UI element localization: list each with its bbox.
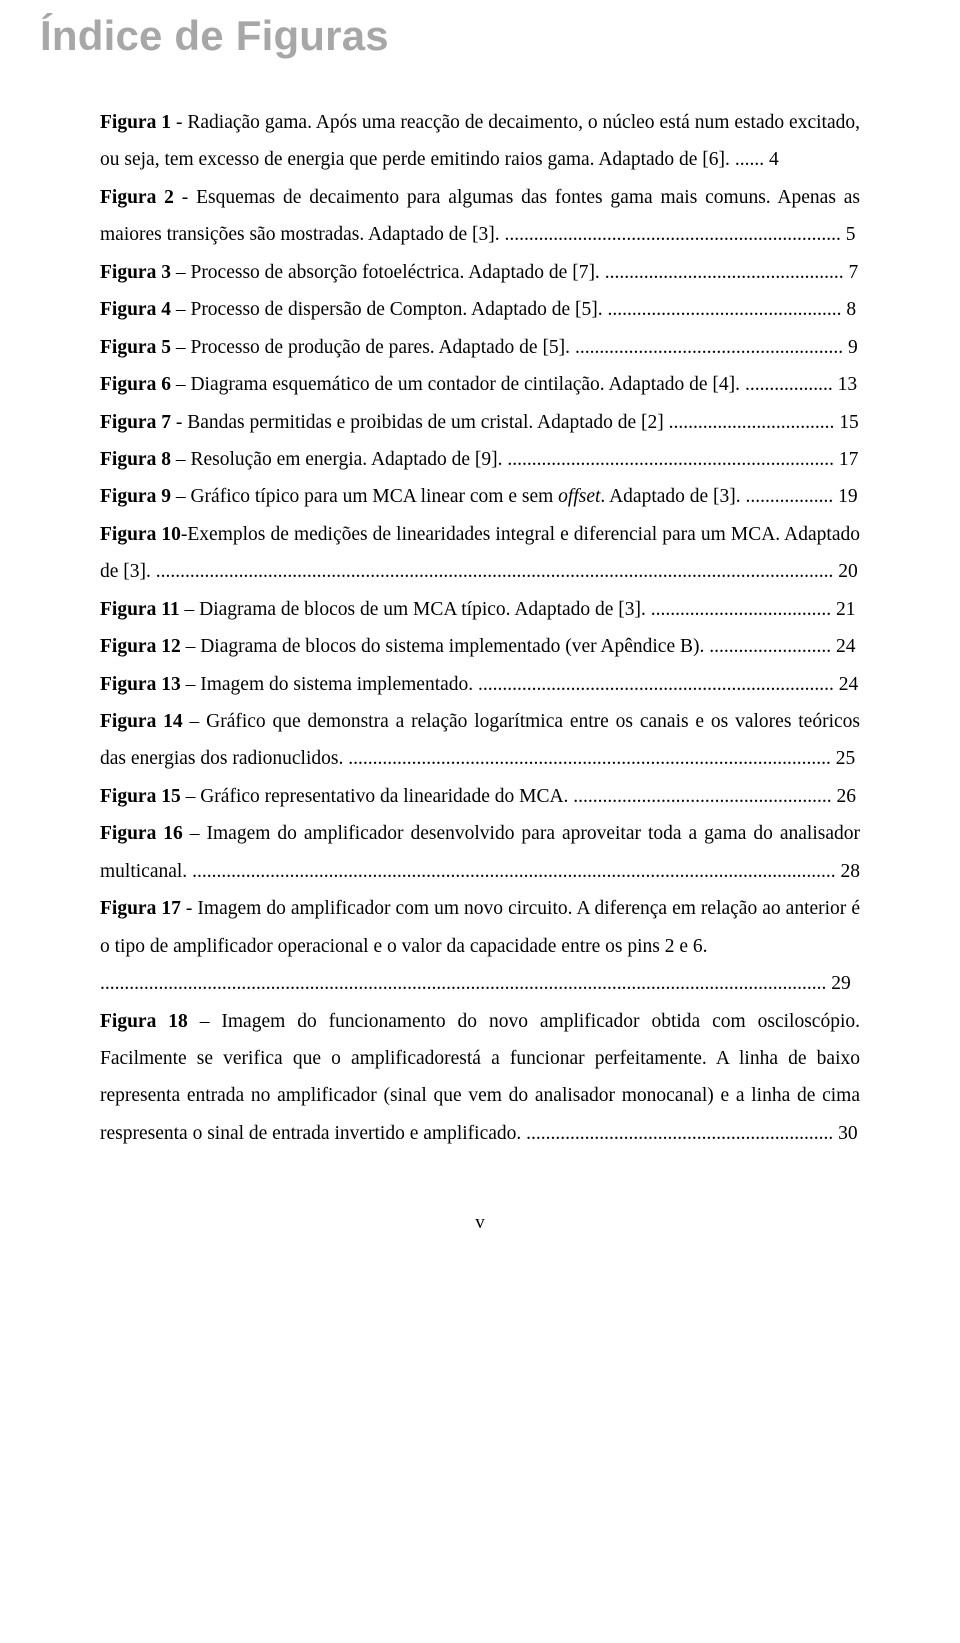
page-ref: 9 — [843, 337, 858, 358]
dot-leader: ........................................… — [500, 224, 841, 245]
dot-leader: ........................................… — [473, 674, 834, 695]
figure-label: Figura 9 — [100, 486, 171, 507]
dot-leader: ..................................... — [646, 599, 831, 620]
page-ref: 7 — [844, 262, 859, 283]
figure-index-list: Figura 1 - Radiação gama. Após uma reacç… — [100, 104, 860, 1152]
dot-leader: ........................................… — [100, 973, 826, 994]
figure-entry: Figura 9 – Gráfico típico para um MCA li… — [100, 478, 860, 515]
figure-entry: Figura 6 – Diagrama esquemático de um co… — [100, 366, 860, 403]
dot-leader: ........................................… — [521, 1123, 833, 1144]
page-ref: 24 — [834, 674, 858, 695]
dot-leader: ......................... — [704, 636, 831, 657]
figure-entry: Figura 10-Exemplos de medições de linear… — [100, 516, 860, 591]
dot-leader: ...... — [730, 149, 764, 170]
dot-leader: ........................................… — [187, 861, 835, 882]
dot-leader: ........................................… — [503, 449, 835, 470]
figure-entry: Figura 18 – Imagem do funcionamento do n… — [100, 1003, 860, 1153]
page-ref: 19 — [833, 486, 857, 507]
dot-leader: .................. — [741, 486, 834, 507]
figure-entry: Figura 7 - Bandas permitidas e proibidas… — [100, 404, 860, 441]
figure-entry: Figura 11 – Diagrama de blocos de um MCA… — [100, 591, 860, 628]
figure-entry: Figura 3 – Processo de absorção fotoeléc… — [100, 254, 860, 291]
page-ref: 4 — [764, 149, 779, 170]
italic-term: offset — [558, 486, 600, 507]
figure-label: Figura 12 — [100, 636, 181, 657]
page-ref: 21 — [831, 599, 855, 620]
figure-label: Figura 16 — [100, 823, 183, 844]
dot-leader: ........................................… — [603, 299, 842, 320]
figure-entry: Figura 17 - Imagem do amplificador com u… — [100, 890, 860, 1002]
page-ref: 29 — [826, 973, 850, 994]
page-ref: 28 — [836, 861, 860, 882]
dot-leader: ........................................… — [343, 748, 831, 769]
figure-entry: Figura 5 – Processo de produção de pares… — [100, 329, 860, 366]
dot-leader: ........................................… — [568, 786, 831, 807]
dot-leader: ........................................… — [151, 561, 834, 582]
figure-entry: Figura 12 – Diagrama de blocos do sistem… — [100, 628, 860, 665]
figure-entry: Figura 16 – Imagem do amplificador desen… — [100, 815, 860, 890]
page-ref: 26 — [832, 786, 856, 807]
page-ref: 5 — [841, 224, 856, 245]
figure-label: Figura 17 — [100, 898, 181, 919]
page-title: Índice de Figuras — [40, 12, 860, 60]
figure-entry: Figura 14 – Gráfico que demonstra a rela… — [100, 703, 860, 778]
dot-leader: ........................................… — [600, 262, 844, 283]
dot-leader: .................................. — [664, 412, 835, 433]
figure-label: Figura 11 — [100, 599, 180, 620]
page-ref: 15 — [834, 412, 858, 433]
figure-entry: Figura 8 – Resolução em energia. Adaptad… — [100, 441, 860, 478]
figure-label: Figura 3 — [100, 262, 171, 283]
figure-entry: Figura 4 – Processo de dispersão de Comp… — [100, 291, 860, 328]
figure-label: Figura 8 — [100, 449, 171, 470]
figure-label: Figura 7 — [100, 412, 171, 433]
page-number-footer: v — [100, 1212, 860, 1234]
figure-entry: Figura 13 – Imagem do sistema implementa… — [100, 666, 860, 703]
page-ref: 8 — [841, 299, 856, 320]
figure-label: Figura 5 — [100, 337, 171, 358]
page-ref: 24 — [831, 636, 855, 657]
page-ref: 17 — [834, 449, 858, 470]
page-ref: 30 — [833, 1123, 857, 1144]
figure-label: Figura 13 — [100, 674, 181, 695]
figure-label: Figura 2 — [100, 187, 174, 208]
dot-leader: .................. — [740, 374, 833, 395]
page-ref: 25 — [831, 748, 855, 769]
figure-label: Figura 18 — [100, 1011, 188, 1032]
dot-leader: ........................................… — [570, 337, 843, 358]
figure-label: Figura 6 — [100, 374, 171, 395]
page-ref: 20 — [833, 561, 857, 582]
figure-entry: Figura 15 – Gráfico representativo da li… — [100, 778, 860, 815]
figure-label: Figura 15 — [100, 786, 181, 807]
figure-label: Figura 1 — [100, 112, 171, 133]
figure-label: Figura 10 — [100, 524, 181, 545]
figure-entry: Figura 2 - Esquemas de decaimento para a… — [100, 179, 860, 254]
figure-label: Figura 14 — [100, 711, 183, 732]
figure-entry: Figura 1 - Radiação gama. Após uma reacç… — [100, 104, 860, 179]
figure-label: Figura 4 — [100, 299, 171, 320]
page-ref: 13 — [833, 374, 857, 395]
